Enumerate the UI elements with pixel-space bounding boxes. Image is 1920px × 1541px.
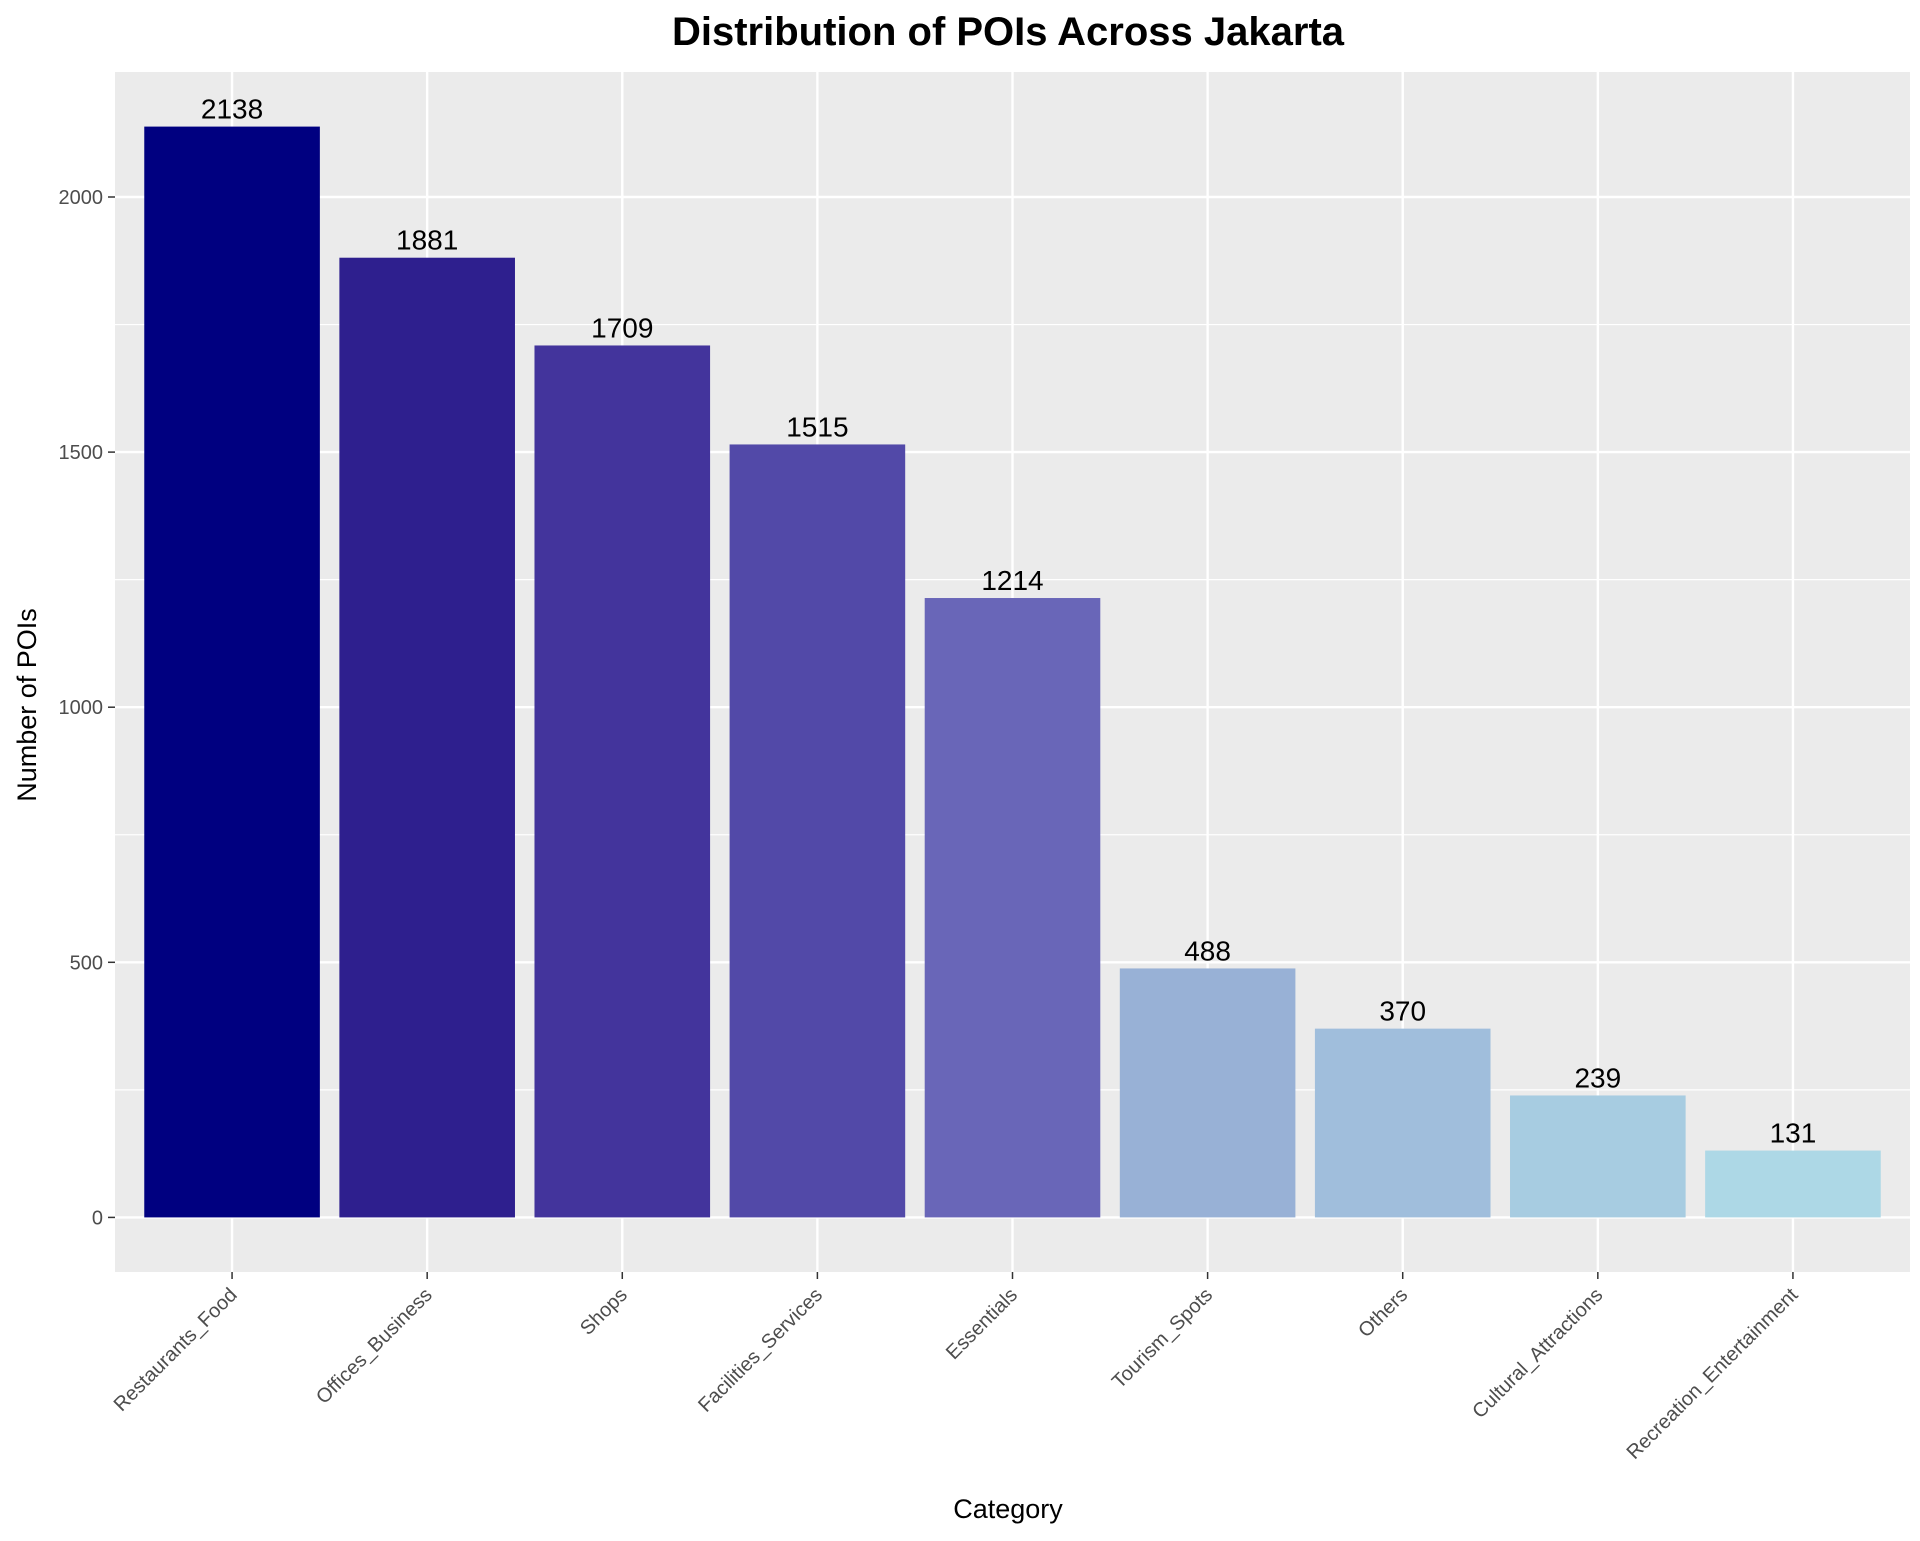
x-tick-label: Tourism_Spots (1108, 1284, 1217, 1393)
chart-title: Distribution of POIs Across Jakarta (672, 10, 1345, 54)
data-label: 1515 (786, 411, 848, 442)
bar-tourism-spots (1119, 968, 1296, 1218)
x-tick-label: Shops (576, 1284, 632, 1340)
bar-others (1314, 1028, 1491, 1218)
bar-facilities-services (729, 444, 906, 1218)
bar-essentials (924, 598, 1101, 1218)
data-label: 1709 (591, 312, 653, 343)
data-label: 1881 (396, 225, 458, 256)
data-label: 239 (1574, 1062, 1621, 1093)
x-tick-label: Essentials (942, 1284, 1022, 1364)
bar-offices-business (339, 257, 515, 1218)
data-label: 2138 (201, 94, 263, 125)
data-label: 131 (1770, 1118, 1817, 1149)
bar-recreation-entertainment (1705, 1150, 1881, 1218)
x-tick-label: Cultural_Attractions (1468, 1284, 1607, 1423)
data-label: 370 (1379, 996, 1426, 1027)
data-label: 1214 (981, 565, 1043, 596)
data-label: 488 (1184, 935, 1231, 966)
y-tick-label: 2000 (59, 187, 104, 209)
bar-cultural-attractions (1510, 1095, 1686, 1218)
x-tick-label: Others (1354, 1284, 1412, 1342)
x-axis-title: Category (953, 1494, 1063, 1524)
y-axis-title: Number of POIs (12, 608, 42, 802)
x-tick-label: Offices_Business (312, 1284, 437, 1409)
x-tick-label: Restaurants_Food (110, 1284, 242, 1416)
y-tick-label: 0 (92, 1207, 103, 1229)
y-tick-label: 1500 (59, 442, 104, 464)
plot-area: 2138 1881 1709 1515 1214 488 370 239 131 0 500 1000… (59, 72, 1910, 1464)
bar-restaurants-food (144, 126, 320, 1218)
y-tick-label: 500 (70, 952, 103, 974)
x-tick-label: Facilities_Services (694, 1284, 827, 1417)
bar-shops (534, 345, 711, 1218)
y-tick-label: 1000 (59, 697, 104, 719)
x-tick-label: Recreation_Entertainment (1623, 1284, 1803, 1464)
